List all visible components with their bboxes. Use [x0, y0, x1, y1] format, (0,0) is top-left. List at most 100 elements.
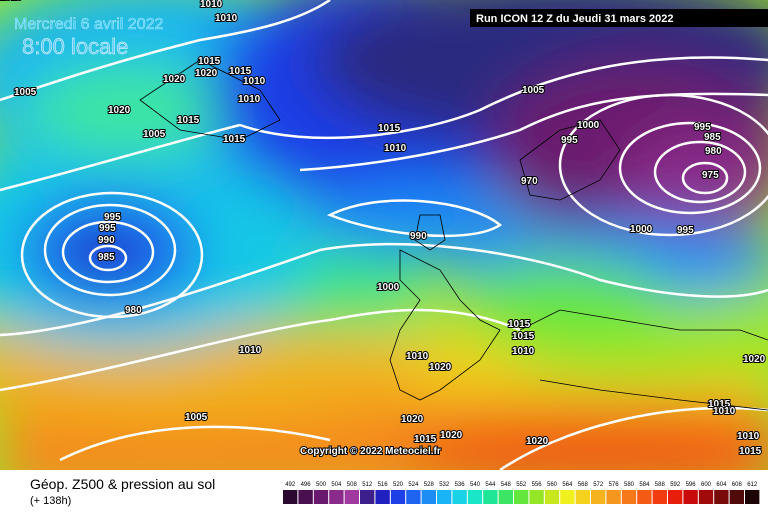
- colorbar-swatch: [498, 490, 513, 504]
- isobar-label: 1015: [508, 319, 531, 330]
- isobar-label: 1005: [143, 129, 166, 140]
- colorbar-swatch: [714, 490, 729, 504]
- isobar-label: 1020: [429, 362, 452, 373]
- run-info: Run ICON 12 Z du Jeudi 31 mars 2022: [476, 13, 673, 25]
- colorbar-label: 588: [655, 482, 666, 488]
- isobar-label: 1015: [177, 115, 200, 126]
- colorbar-label: 552: [516, 482, 527, 488]
- isobar-label: 1010: [512, 346, 535, 357]
- isobar-label: 1010: [737, 431, 760, 442]
- colorbar-swatch: [483, 490, 498, 504]
- colorbar-swatch: [544, 490, 560, 504]
- isobar-label: 1015: [708, 399, 731, 410]
- isobar-label: 1020: [401, 414, 424, 425]
- colorbar-label: 604: [716, 482, 727, 488]
- isobar-label: 1020: [440, 430, 463, 441]
- colorbar-swatch: [729, 490, 744, 504]
- isobar-label: 1015: [739, 446, 762, 457]
- colorbar-label: 560: [547, 482, 558, 488]
- colorbar-swatch: [683, 490, 698, 504]
- coastlines: [139, 59, 768, 411]
- isobar-label: 990: [98, 235, 115, 246]
- colorbar-label: 608: [732, 482, 743, 488]
- run-box: [470, 9, 768, 27]
- colorbar-swatch: [313, 490, 329, 504]
- isobar-label: 1005: [185, 412, 208, 423]
- colorbar-swatch: [406, 490, 421, 504]
- colorbar-swatch: [360, 490, 375, 504]
- isobar-label: 1020: [743, 354, 766, 365]
- isobar-label: 1015: [198, 56, 221, 67]
- isobar-label: 995: [677, 225, 694, 236]
- colorbar-label: 600: [701, 482, 712, 488]
- colorbar-swatch: [575, 490, 590, 504]
- colorbar-label: 532: [439, 482, 450, 488]
- colorbar-swatch: [698, 490, 714, 504]
- field: [0, 0, 768, 470]
- colorbar-swatch: [452, 490, 467, 504]
- isobar-label: 1010: [239, 345, 262, 356]
- isobar-label: 1015: [229, 66, 252, 77]
- time: 8:00 locale: [22, 34, 128, 59]
- colorbar-label: 524: [408, 482, 419, 488]
- colorbar-label: 536: [455, 482, 466, 488]
- isobar-label: 1010: [713, 406, 736, 417]
- colorbar-swatch: [606, 490, 621, 504]
- colorbar-swatch: [283, 490, 298, 504]
- colorbar-swatch: [637, 490, 652, 504]
- colorbar-label: 516: [378, 482, 389, 488]
- colorbar-label: 544: [485, 482, 496, 488]
- colorbar-label: 572: [593, 482, 604, 488]
- colorbar-label: 556: [532, 482, 543, 488]
- isobar-label: 995: [99, 223, 116, 234]
- colorbar-label: 528: [424, 482, 435, 488]
- isobar-label: 1020: [526, 436, 549, 447]
- date: Mercredi 6 avril 2022: [14, 16, 164, 33]
- colorbar-swatch: [591, 490, 606, 504]
- isobar-label: 1000: [577, 120, 600, 131]
- colorbar-swatch: [344, 490, 359, 504]
- isobar-label: 1010: [406, 351, 429, 362]
- colorbar-label: 508: [347, 482, 358, 488]
- isobar-label: 990: [410, 231, 427, 242]
- colorbar-swatch: [652, 490, 667, 504]
- colorbar-label: 568: [578, 482, 589, 488]
- colorbar-label: 500: [316, 482, 327, 488]
- colorbar-swatch: [529, 490, 544, 504]
- colorbar-label: 596: [686, 482, 697, 488]
- isobar-label: 1010: [384, 143, 407, 154]
- isobar-label: 1005: [522, 85, 545, 96]
- isobar-label: 1000: [377, 282, 400, 293]
- isobar-label: 985: [98, 252, 115, 263]
- isobar-label: 1015: [378, 123, 401, 134]
- colorbar-swatch: [437, 490, 452, 504]
- colorbar-label: 540: [470, 482, 481, 488]
- colorbar-swatch: [467, 490, 483, 504]
- copyright: Copyright © 2022 Meteociel.fr: [300, 446, 441, 457]
- colorbar-swatch: [298, 490, 313, 504]
- colorbar-label: 612: [747, 482, 758, 488]
- isobar-label: 970: [521, 176, 538, 187]
- colorbar-label: 492: [285, 482, 296, 488]
- colorbar-label: 520: [393, 482, 404, 488]
- colorbar-swatch: [745, 490, 760, 504]
- isobar-label: 975: [702, 170, 719, 181]
- isobar-label: 1015: [223, 134, 246, 145]
- isobar-label: 1010: [243, 76, 266, 87]
- isobar-label: 1015: [414, 434, 437, 445]
- colorbar-swatch: [329, 490, 344, 504]
- colorbar-label: 592: [670, 482, 681, 488]
- colorbar-label: 564: [562, 482, 573, 488]
- colorbar-label: 504: [331, 482, 342, 488]
- isobar-label: 1010: [0, 0, 23, 3]
- colorbar-swatch: [375, 490, 390, 504]
- isobar-label: 995: [561, 135, 578, 146]
- isobar-label: 1020: [195, 68, 218, 79]
- colorbar-swatch: [621, 490, 637, 504]
- isobar-label: 980: [125, 305, 142, 316]
- isobar-label: 1010: [215, 13, 238, 24]
- isobar-label: 1020: [108, 105, 131, 116]
- isobar-label: 980: [705, 146, 722, 157]
- isobar-label: 1015: [512, 331, 535, 342]
